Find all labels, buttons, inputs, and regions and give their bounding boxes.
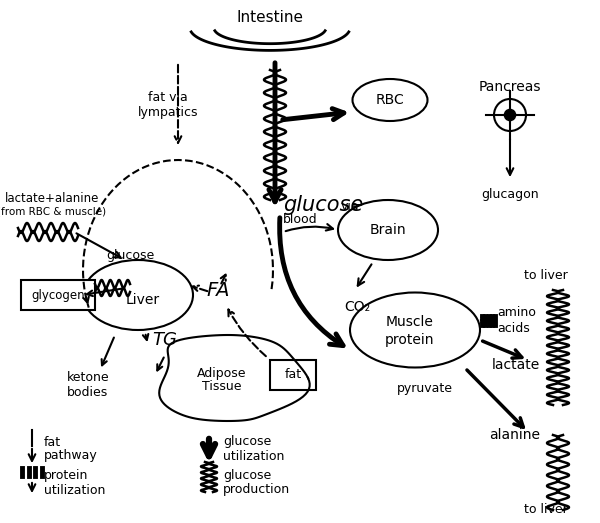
- FancyBboxPatch shape: [21, 280, 95, 310]
- Text: to liver: to liver: [524, 503, 568, 516]
- Ellipse shape: [353, 79, 427, 121]
- Text: utilization: utilization: [223, 449, 284, 462]
- Text: glucose: glucose: [223, 470, 271, 483]
- Text: Adipose: Adipose: [197, 367, 247, 380]
- Text: CO₂: CO₂: [344, 300, 370, 314]
- FancyBboxPatch shape: [270, 360, 316, 390]
- Text: glucose: glucose: [106, 248, 154, 262]
- Text: RBC: RBC: [376, 93, 404, 107]
- Text: Liver: Liver: [126, 293, 160, 307]
- Text: glucagon: glucagon: [481, 188, 539, 201]
- Text: Tissue: Tissue: [202, 381, 242, 393]
- Text: TG: TG: [152, 331, 178, 349]
- Text: protein: protein: [385, 333, 435, 347]
- Text: amino: amino: [497, 305, 536, 319]
- Text: glycogen: glycogen: [31, 289, 85, 301]
- Ellipse shape: [350, 292, 480, 368]
- Text: Pancreas: Pancreas: [479, 80, 541, 94]
- Polygon shape: [159, 335, 310, 421]
- Text: acids: acids: [497, 322, 530, 335]
- Text: Muscle: Muscle: [386, 315, 434, 329]
- Text: utilization: utilization: [44, 483, 106, 496]
- Circle shape: [494, 99, 526, 131]
- Text: ketone
bodies: ketone bodies: [67, 371, 109, 399]
- Text: lactate: lactate: [492, 358, 540, 372]
- Text: pyruvate: pyruvate: [397, 382, 453, 395]
- Text: (from RBC & muscle): (from RBC & muscle): [0, 207, 107, 217]
- Text: fat via
lympatics: fat via lympatics: [138, 91, 198, 119]
- Text: fat: fat: [284, 369, 302, 381]
- Text: Brain: Brain: [370, 223, 406, 237]
- Text: Intestine: Intestine: [236, 10, 304, 25]
- Text: glucose: glucose: [283, 195, 363, 215]
- Text: to liver: to liver: [524, 269, 568, 282]
- Text: alanine: alanine: [489, 428, 540, 442]
- Circle shape: [505, 109, 515, 121]
- Text: lactate+alanine: lactate+alanine: [5, 191, 99, 204]
- Text: via: via: [341, 200, 359, 213]
- Text: pathway: pathway: [44, 449, 98, 462]
- Text: blood: blood: [283, 213, 317, 226]
- Text: glucose: glucose: [223, 436, 271, 449]
- Text: fat: fat: [44, 436, 61, 449]
- Text: FA: FA: [206, 280, 230, 300]
- Ellipse shape: [83, 260, 193, 330]
- Ellipse shape: [338, 200, 438, 260]
- Text: production: production: [223, 483, 290, 496]
- Text: protein: protein: [44, 470, 88, 483]
